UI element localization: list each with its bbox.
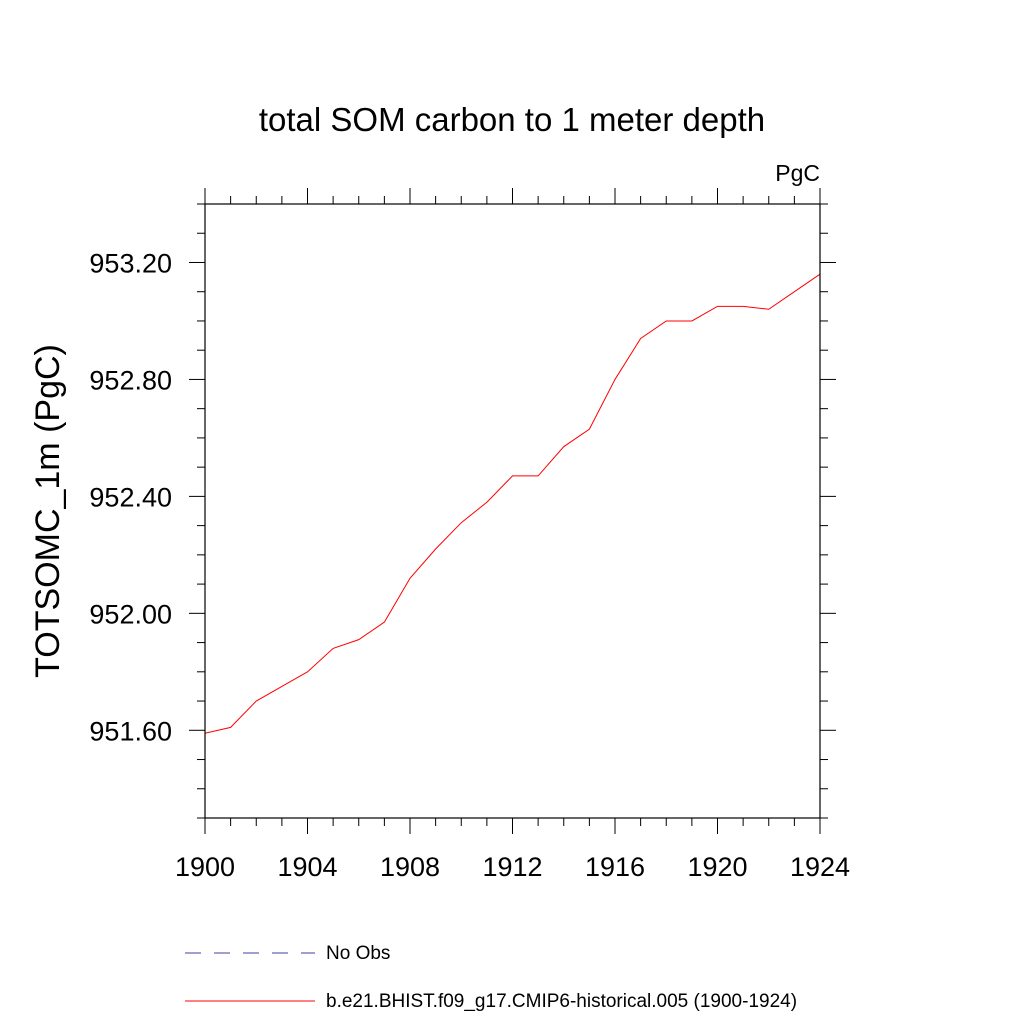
y-axis-label: TOTSOMC_1m (PgC)	[29, 344, 67, 678]
legend: No Obs b.e21.BHIST.f09_g17.CMIP6-histori…	[185, 943, 797, 1012]
x-tick-label: 1908	[380, 852, 440, 882]
x-tick-label: 1916	[585, 852, 645, 882]
y-tick-label: 952.00	[89, 599, 172, 629]
legend-label-historical: b.e21.BHIST.f09_g17.CMIP6-historical.005…	[326, 991, 797, 1012]
x-tick-label: 1924	[790, 852, 850, 882]
x-tick-label: 1904	[277, 852, 337, 882]
series-line-0	[204, 273, 821, 734]
chart-title: total SOM carbon to 1 meter depth	[259, 101, 765, 138]
axis-ticks: 1900 1904 1908 1912 1916 1920 1924 951.60 952.00…	[89, 188, 850, 882]
x-tick-label: 1912	[482, 852, 542, 882]
plot-frame	[204, 203, 821, 819]
x-tick-label: 1920	[687, 852, 747, 882]
units-label: PgC	[775, 160, 820, 186]
series-layer	[204, 273, 821, 734]
y-tick-label: 953.20	[89, 248, 172, 278]
x-tick-label: 1900	[175, 852, 235, 882]
legend-label-no-obs: No Obs	[326, 943, 390, 964]
y-tick-label: 952.40	[89, 482, 172, 512]
y-tick-label: 951.60	[89, 716, 172, 746]
y-tick-label: 952.80	[89, 365, 172, 395]
